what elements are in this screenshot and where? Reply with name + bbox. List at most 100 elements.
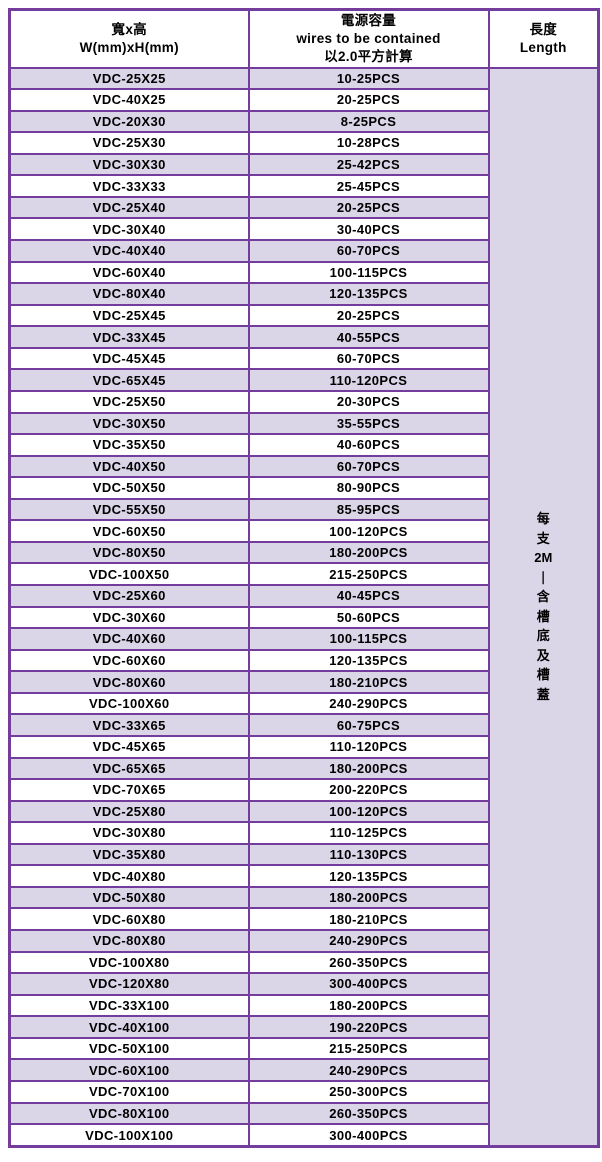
wires-cell: 260-350PCS — [247, 1101, 490, 1126]
table-row: VDC-33X65 60-75PCS — [8, 713, 599, 737]
model-cell: VDC-30X60 — [8, 605, 250, 630]
table-row: VDC-70X65 200-220PCS — [8, 778, 599, 802]
header-size-en: W(mm)xH(mm) — [79, 39, 179, 55]
header-length-zh: 長度 — [529, 21, 558, 37]
model-cell: VDC-100X50 — [8, 562, 250, 586]
header-capacity-en: wires to be contained — [296, 30, 441, 46]
wires-cell: 120-135PCS — [247, 282, 490, 306]
header-capacity-column: 電源容量 wires to be contained 以2.0平方計算 — [247, 8, 490, 69]
header-length-en: Length — [519, 39, 567, 55]
model-cell: VDC-60X40 — [8, 260, 250, 285]
wires-cell: 85-95PCS — [247, 497, 490, 522]
wires-cell: 60-70PCS — [247, 239, 490, 263]
table-row: VDC-100X100 300-400PCS — [8, 1123, 599, 1148]
model-cell: VDC-25X30 — [8, 131, 250, 155]
header-capacity-note: 以2.0平方計算 — [324, 48, 413, 64]
vertical-char: 2M — [534, 550, 553, 566]
wires-cell: 100-120PCS — [247, 799, 490, 824]
wires-cell: 200-220PCS — [247, 778, 490, 802]
model-cell: VDC-33X33 — [8, 174, 250, 198]
model-cell: VDC-40X80 — [8, 864, 250, 888]
vertical-char: 底 — [536, 628, 550, 644]
table-row: VDC-33X100 180-200PCS — [8, 993, 599, 1018]
wires-cell: 50-60PCS — [247, 605, 490, 630]
table-row: VDC-40X50 60-70PCS — [8, 454, 599, 479]
wires-cell: 10-25PCS — [247, 66, 490, 91]
table-row: VDC-30X60 50-60PCS — [8, 605, 599, 630]
model-cell: VDC-60X100 — [8, 1058, 250, 1082]
table-row: VDC-65X45 110-120PCS — [8, 368, 599, 392]
model-cell: VDC-33X100 — [8, 993, 250, 1018]
wires-cell: 180-200PCS — [247, 885, 490, 910]
wires-cell: 20-25PCS — [247, 303, 490, 328]
table-row: VDC-45X65 110-120PCS — [8, 734, 599, 759]
wires-cell: 60-70PCS — [247, 454, 490, 479]
model-cell: VDC-40X25 — [8, 88, 250, 112]
table-row: VDC-30X50 35-55PCS — [8, 411, 599, 436]
table-row: VDC-25X40 20-25PCS — [8, 195, 599, 220]
wires-cell: 20-25PCS — [247, 195, 490, 220]
table-row: VDC-55X50 85-95PCS — [8, 497, 599, 522]
model-cell: VDC-35X50 — [8, 433, 250, 457]
wires-cell: 40-60PCS — [247, 433, 490, 457]
wires-cell: 10-28PCS — [247, 131, 490, 155]
wires-cell: 215-250PCS — [247, 1036, 490, 1061]
wires-cell: 60-75PCS — [247, 713, 490, 737]
model-cell: VDC-30X50 — [8, 411, 250, 436]
table-row: VDC-80X60 180-210PCS — [8, 670, 599, 694]
model-cell: VDC-35X80 — [8, 842, 250, 867]
model-cell: VDC-33X45 — [8, 325, 250, 349]
table-row: VDC-25X50 20-30PCS — [8, 389, 599, 414]
model-cell: VDC-30X80 — [8, 821, 250, 845]
model-cell: VDC-25X45 — [8, 303, 250, 328]
table-row: VDC-25X30 10-28PCS — [8, 131, 599, 155]
model-cell: VDC-30X40 — [8, 217, 250, 241]
model-cell: VDC-45X45 — [8, 346, 250, 371]
model-cell: VDC-80X80 — [8, 929, 250, 953]
model-cell: VDC-65X65 — [8, 756, 250, 781]
table-row: VDC-80X40 120-135PCS — [8, 282, 599, 306]
model-cell: VDC-100X100 — [8, 1123, 250, 1148]
wires-cell: 240-290PCS — [247, 1058, 490, 1082]
table-row: VDC-25X80 100-120PCS — [8, 799, 599, 824]
wires-cell: 80-90PCS — [247, 476, 490, 500]
model-cell: VDC-70X65 — [8, 778, 250, 802]
wires-cell: 120-135PCS — [247, 864, 490, 888]
model-cell: VDC-70X100 — [8, 1079, 250, 1104]
model-cell: VDC-40X40 — [8, 239, 250, 263]
wires-cell: 25-45PCS — [247, 174, 490, 198]
model-cell: VDC-80X50 — [8, 540, 250, 565]
length-vertical-text: 每支 2M — 含槽底及槽蓋 — [490, 509, 598, 704]
length-merged-cell: 每支 2M — 含槽底及槽蓋 — [487, 66, 600, 1148]
wires-cell: 110-125PCS — [247, 821, 490, 845]
header-size-zh: 寬x高 — [111, 21, 147, 37]
wires-cell: 40-45PCS — [247, 584, 490, 608]
model-cell: VDC-40X60 — [8, 627, 250, 651]
table-row: VDC-25X60 40-45PCS — [8, 584, 599, 608]
wires-cell: 8-25PCS — [247, 109, 490, 134]
vertical-char: 支 — [536, 530, 550, 546]
wires-cell: 35-55PCS — [247, 411, 490, 436]
model-cell: VDC-45X65 — [8, 734, 250, 759]
model-cell: VDC-100X60 — [8, 691, 250, 716]
vertical-char: 槽 — [536, 608, 550, 624]
vertical-char: 及 — [536, 647, 550, 663]
wires-cell: 190-220PCS — [247, 1015, 490, 1039]
model-cell: VDC-40X100 — [8, 1015, 250, 1039]
table-row: VDC-50X50 80-90PCS — [8, 476, 599, 500]
wires-cell: 100-120PCS — [247, 519, 490, 543]
model-cell: VDC-80X60 — [8, 670, 250, 694]
model-cell: VDC-50X50 — [8, 476, 250, 500]
model-cell: VDC-20X30 — [8, 109, 250, 134]
model-cell: VDC-50X80 — [8, 885, 250, 910]
wires-cell: 300-400PCS — [247, 1123, 490, 1148]
table-row: VDC-30X80 110-125PCS — [8, 821, 599, 845]
model-cell: VDC-40X50 — [8, 454, 250, 479]
table-row: VDC-60X100 240-290PCS — [8, 1058, 599, 1082]
table-row: VDC-100X60 240-290PCS — [8, 691, 599, 716]
wires-cell: 240-290PCS — [247, 691, 490, 716]
model-cell: VDC-65X45 — [8, 368, 250, 392]
wire-duct-spec-table: 寬x高 W(mm)xH(mm) 電源容量 wires to be contain… — [8, 8, 600, 1148]
model-cell: VDC-50X100 — [8, 1036, 250, 1061]
table-row: VDC-33X45 40-55PCS — [8, 325, 599, 349]
